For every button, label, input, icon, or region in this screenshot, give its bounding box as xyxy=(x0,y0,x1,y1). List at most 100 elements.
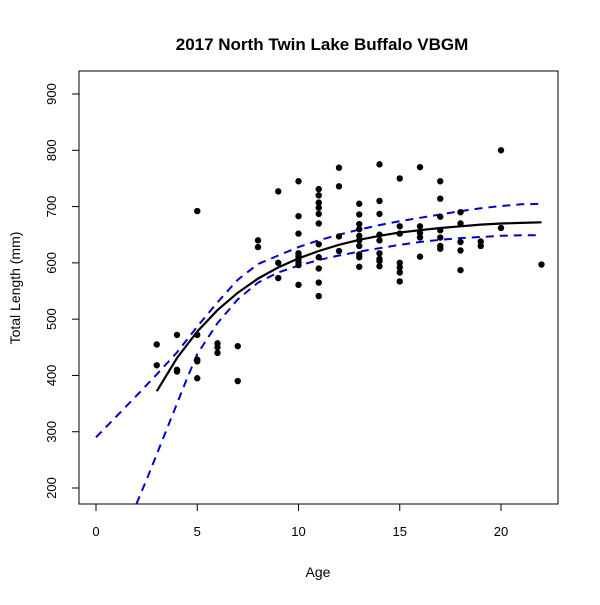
data-point xyxy=(356,211,363,218)
y-tick-label: 900 xyxy=(44,83,59,105)
data-point xyxy=(315,279,322,286)
x-tick-label: 10 xyxy=(291,524,305,539)
data-point xyxy=(234,342,241,350)
data-point xyxy=(194,375,201,382)
x-tick-label: 0 xyxy=(92,524,99,539)
data-point xyxy=(315,241,322,248)
data-point xyxy=(477,238,484,245)
data-point xyxy=(173,368,181,375)
data-point xyxy=(295,230,302,237)
data-point xyxy=(437,178,444,185)
y-tick-label: 500 xyxy=(44,308,59,330)
data-point xyxy=(335,164,343,171)
data-point xyxy=(376,197,383,205)
data-point xyxy=(275,259,282,267)
data-point xyxy=(376,257,383,265)
data-point xyxy=(335,233,343,240)
data-point xyxy=(356,254,363,261)
data-point xyxy=(335,247,343,255)
data-point xyxy=(214,344,221,351)
data-point xyxy=(497,147,505,154)
upper-confidence-band xyxy=(95,202,542,438)
data-point xyxy=(396,264,403,271)
vbgm-fit-curve xyxy=(155,221,542,392)
data-point xyxy=(315,210,322,218)
data-point xyxy=(437,195,444,202)
data-point xyxy=(497,224,505,232)
data-point xyxy=(295,281,302,289)
data-point xyxy=(315,199,322,206)
data-point xyxy=(457,247,464,254)
lower-confidence-band xyxy=(135,234,542,504)
data-point xyxy=(173,331,181,339)
plot-area xyxy=(95,147,545,504)
data-point xyxy=(153,341,160,348)
data-point xyxy=(315,292,322,300)
x-axis-label: Age xyxy=(306,564,331,580)
data-point xyxy=(315,265,322,272)
plot-frame xyxy=(78,70,559,505)
data-point xyxy=(396,259,403,267)
data-point xyxy=(376,237,383,244)
data-point xyxy=(396,223,403,230)
data-point xyxy=(356,263,363,270)
x-tick-label: 15 xyxy=(393,524,407,539)
data-point xyxy=(315,185,322,193)
data-point xyxy=(457,220,464,227)
data-point xyxy=(416,229,424,237)
data-point xyxy=(396,230,403,237)
data-point xyxy=(356,220,363,228)
x-axis: 0 5 10 15 20 xyxy=(92,503,508,539)
data-point xyxy=(437,245,444,252)
data-point xyxy=(477,242,484,250)
data-point xyxy=(315,254,322,261)
data-point xyxy=(457,266,464,274)
data-point xyxy=(234,377,241,385)
data-point xyxy=(315,220,322,227)
data-point xyxy=(194,358,201,365)
data-point xyxy=(376,263,383,270)
y-tick-label: 600 xyxy=(44,252,59,274)
data-point xyxy=(194,207,201,215)
data-point xyxy=(275,274,282,282)
data-point xyxy=(254,243,262,251)
data-point xyxy=(457,209,464,216)
data-point xyxy=(376,231,383,238)
data-point xyxy=(153,362,160,369)
data-point xyxy=(376,250,383,257)
data-point xyxy=(538,261,545,268)
data-point xyxy=(335,183,343,190)
data-point xyxy=(437,234,444,241)
y-tick-label: 700 xyxy=(44,196,59,218)
data-point xyxy=(376,161,383,168)
y-tick-label: 800 xyxy=(44,139,59,161)
data-point xyxy=(295,212,302,220)
data-point xyxy=(356,242,363,250)
data-point xyxy=(254,237,262,244)
data-point xyxy=(437,213,444,220)
data-point xyxy=(437,227,444,234)
data-point xyxy=(275,188,282,195)
data-point xyxy=(214,349,221,357)
y-axis: 200 300 400 500 600 700 800 900 xyxy=(44,83,80,499)
data-point xyxy=(315,192,322,199)
data-point xyxy=(416,163,424,171)
data-point xyxy=(356,237,363,244)
x-tick-label: 20 xyxy=(494,524,508,539)
data-point xyxy=(376,210,383,218)
data-point xyxy=(194,331,201,339)
data-point xyxy=(295,178,302,185)
data-point xyxy=(416,234,424,241)
data-point xyxy=(396,278,403,285)
y-tick-label: 400 xyxy=(44,365,59,387)
data-point xyxy=(295,261,302,269)
data-point xyxy=(416,253,424,260)
data-point xyxy=(396,175,403,182)
data-point xyxy=(356,232,363,240)
y-tick-label: 300 xyxy=(44,421,59,443)
data-point xyxy=(457,238,464,246)
data-point xyxy=(356,200,363,207)
data-point xyxy=(356,225,363,233)
